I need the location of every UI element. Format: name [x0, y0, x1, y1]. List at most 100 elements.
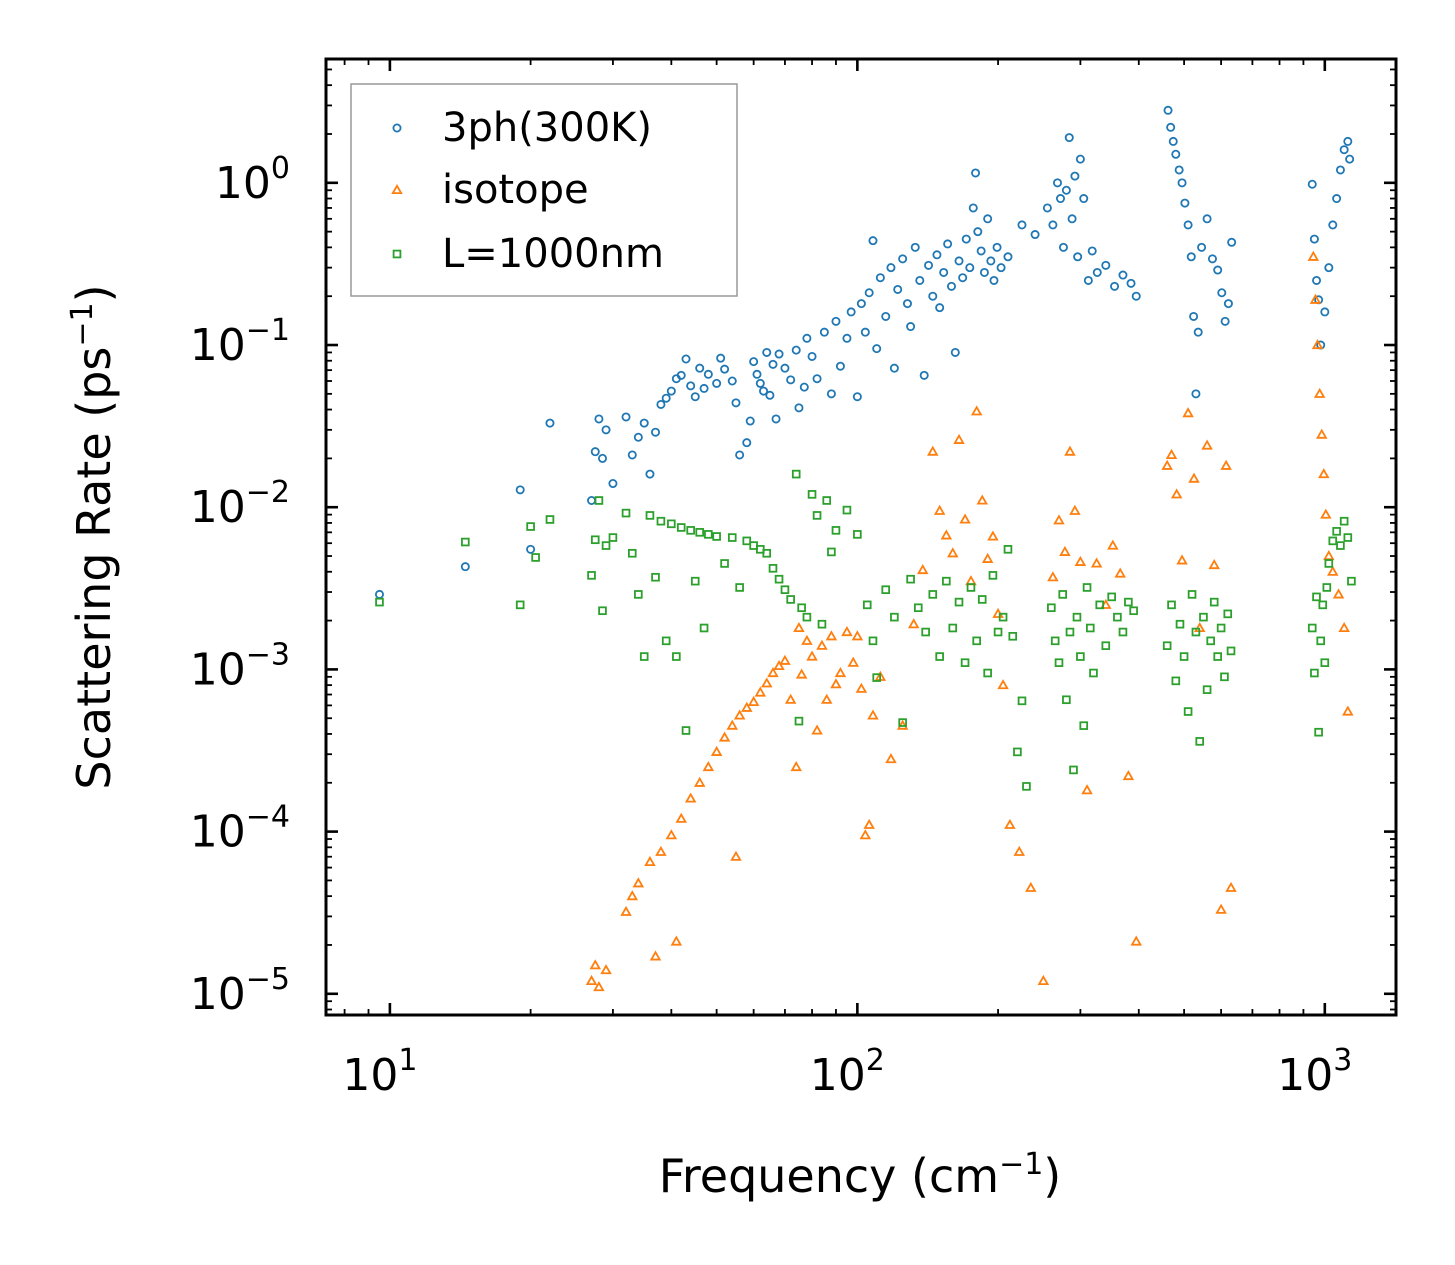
- legend-markers: [391, 123, 403, 259]
- data-point: [954, 597, 964, 607]
- data-point: [1197, 242, 1207, 252]
- data-point: [645, 511, 655, 520]
- data-point: [1017, 220, 1027, 230]
- data-point: [774, 574, 784, 584]
- data-point: [1201, 439, 1213, 450]
- data-point: [1307, 250, 1320, 261]
- data-point: [1118, 270, 1128, 280]
- data-point: [855, 682, 868, 693]
- data-point: [585, 974, 598, 985]
- data-point: [924, 260, 934, 270]
- data-point: [598, 453, 608, 463]
- legend-frame: [350, 83, 738, 297]
- data-point: [749, 357, 759, 367]
- data-point: [768, 564, 778, 573]
- data-point: [935, 652, 944, 661]
- data-point: [1107, 592, 1116, 602]
- data-point: [1343, 533, 1353, 542]
- data-point: [1047, 571, 1059, 582]
- data-point: [950, 347, 960, 357]
- data-point: [651, 427, 661, 437]
- data-point: [816, 639, 828, 650]
- legend: 3ph(300K) isotope L=1000nm: [350, 83, 738, 297]
- data-point: [670, 935, 683, 946]
- data-point: [853, 530, 862, 539]
- data-point: [1213, 652, 1222, 661]
- data-point: [741, 701, 753, 712]
- data-point: [621, 508, 631, 518]
- data-point: [1328, 220, 1338, 230]
- data-point: [906, 574, 915, 584]
- data-point: [460, 562, 470, 572]
- data-point: [1318, 600, 1328, 610]
- data-point: [1067, 214, 1077, 224]
- data-point: [1187, 590, 1197, 599]
- data-point: [681, 354, 691, 364]
- data-point: [806, 650, 818, 661]
- data-point: [825, 630, 838, 641]
- data-point: [1065, 627, 1075, 637]
- data-point: [1213, 265, 1223, 275]
- data-point: [794, 716, 804, 726]
- data-point: [1004, 818, 1016, 829]
- data-point: [863, 818, 875, 829]
- data-point: [898, 254, 908, 264]
- data-point: [600, 964, 612, 975]
- data-point: [928, 590, 938, 599]
- data-point: [526, 522, 535, 531]
- data-point: [841, 626, 853, 637]
- data-point: [913, 603, 923, 613]
- data-point: [1327, 565, 1339, 576]
- data-point: [927, 445, 939, 456]
- y-tick-label: 10−3: [190, 637, 290, 695]
- data-point: [1110, 281, 1120, 291]
- data-point: [590, 535, 600, 545]
- data-point: [794, 403, 804, 413]
- data-point: [1050, 636, 1060, 646]
- data-point: [1328, 536, 1338, 546]
- data-point: [799, 382, 809, 392]
- data-point: [1193, 327, 1203, 337]
- data-point: [1320, 307, 1330, 317]
- data-point: [626, 890, 639, 901]
- data-point: [989, 275, 999, 285]
- legend-marker-series-boundary: [392, 249, 402, 259]
- data-point: [686, 526, 695, 535]
- plot-frame: [324, 57, 1398, 1017]
- data-point: [793, 621, 805, 633]
- data-point: [1202, 685, 1212, 694]
- data-point: [590, 447, 600, 457]
- data-point: [1076, 652, 1085, 661]
- data-point: [601, 541, 611, 550]
- data-point: [702, 761, 715, 772]
- data-point: [639, 418, 649, 428]
- data-point: [1225, 881, 1237, 892]
- data-point: [993, 627, 1003, 637]
- data-point: [977, 595, 987, 604]
- data-point: [1073, 252, 1083, 262]
- data-point: [795, 668, 808, 679]
- data-point: [1183, 707, 1193, 716]
- data-point: [1189, 311, 1199, 321]
- data-point: [515, 485, 525, 495]
- data-point: [545, 515, 555, 524]
- data-point: [1316, 636, 1326, 646]
- data-point: [942, 576, 951, 586]
- data-point: [710, 745, 723, 756]
- data-point: [1208, 559, 1220, 570]
- data-point: [695, 363, 705, 373]
- data-point: [1092, 267, 1102, 277]
- data-point: [1217, 288, 1227, 298]
- data-point: [819, 327, 829, 337]
- data-point: [834, 667, 847, 678]
- data-point: [801, 634, 813, 645]
- data-point: [608, 479, 618, 489]
- data-point: [831, 316, 841, 326]
- data-point: [1324, 263, 1334, 273]
- data-point: [1220, 459, 1232, 470]
- data-point: [1075, 154, 1085, 164]
- data-point: [1347, 576, 1356, 586]
- data-point: [811, 724, 823, 735]
- data-point: [735, 450, 745, 460]
